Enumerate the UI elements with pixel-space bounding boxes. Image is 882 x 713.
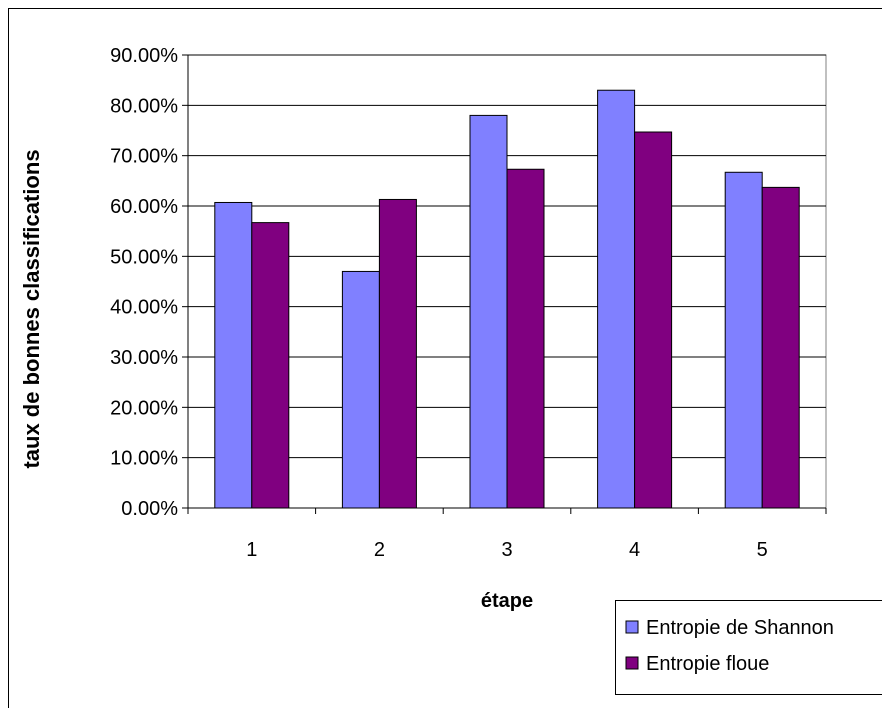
legend-label: Entropie de Shannon [646,617,834,639]
y-tick-label: 60.00% [110,196,178,218]
y-tick-label: 80.00% [110,95,178,117]
x-tick-label: 1 [246,539,257,561]
x-tick-label: 4 [629,539,640,561]
x-tick-label: 2 [374,539,385,561]
x-tick-label: 3 [501,539,512,561]
bar [762,187,799,508]
y-tick-label: 0.00% [121,498,178,520]
bar [470,115,507,508]
x-axis-title: étape [481,590,533,612]
y-tick-label: 20.00% [110,397,178,419]
bar [635,132,672,508]
bar [598,90,635,508]
legend-swatch [626,621,638,633]
y-tick-label: 10.00% [110,448,178,470]
bar [379,199,416,508]
y-tick-label: 40.00% [110,297,178,319]
legend-swatch [626,657,638,669]
bar [725,172,762,508]
bar [507,169,544,508]
legend: Entropie de Shannon Entropie floue [616,601,882,695]
bar [252,223,289,508]
bar [215,202,252,508]
legend-box [616,601,882,695]
x-tick-label: 5 [757,539,768,561]
y-tick-label: 70.00% [110,146,178,168]
y-tick-label: 50.00% [110,246,178,268]
y-axis-title: taux de bonnes classifications [19,149,44,468]
y-tick-label: 90.00% [110,45,178,67]
y-tick-label: 30.00% [110,347,178,369]
bar [342,271,379,508]
legend-label: Entropie floue [646,653,769,675]
